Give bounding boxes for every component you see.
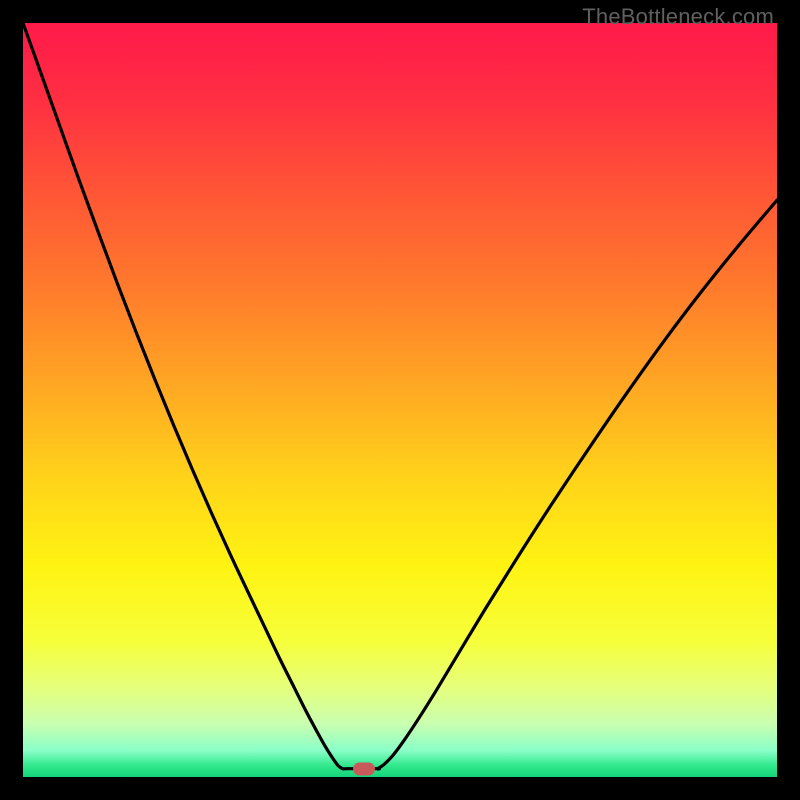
plot-area (23, 23, 777, 777)
bottleneck-curve (23, 23, 777, 777)
watermark-text: TheBottleneck.com (582, 4, 774, 30)
optimum-marker (353, 763, 375, 776)
canvas-root: TheBottleneck.com (0, 0, 800, 800)
